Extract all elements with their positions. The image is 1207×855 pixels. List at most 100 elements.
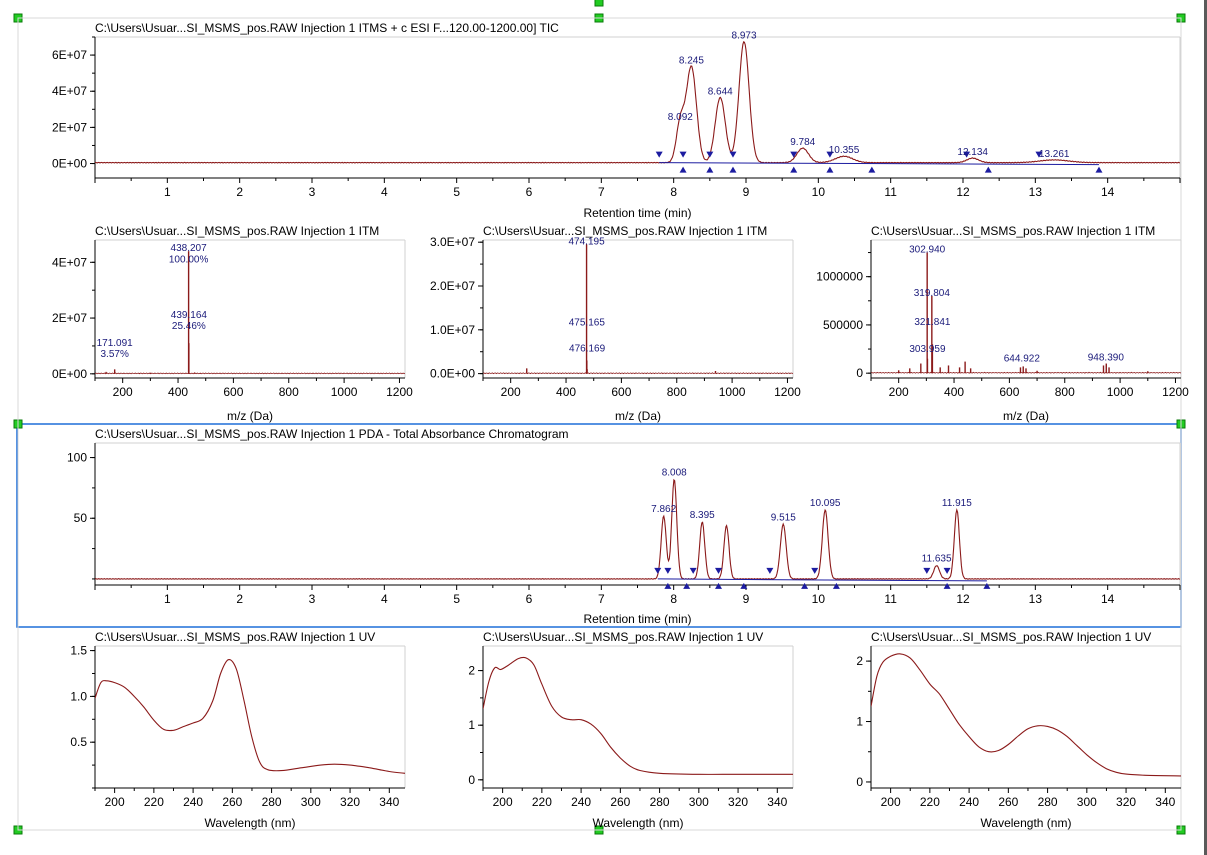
x-tick-label: 11 (884, 185, 897, 199)
x-tick-label: 800 (279, 385, 299, 399)
peak-label: 8.973 (732, 30, 757, 41)
peak-label: 9.515 (771, 512, 796, 523)
mz-label: 319.804 (914, 288, 951, 299)
x-tick-label: 600 (223, 385, 243, 399)
y-tick-label: 1 (468, 718, 475, 732)
chart-title: C:\Users\Usuar...SI_MSMS_pos.RAW Injecti… (871, 630, 1151, 644)
plot-area (871, 653, 1181, 777)
peak-label: 8.092 (668, 112, 693, 123)
x-tick-label: 1200 (386, 385, 413, 399)
x-tick-label: 14 (1101, 592, 1115, 606)
x-tick-label: 280 (650, 795, 670, 809)
x-tick-label: 200 (501, 385, 521, 399)
x-tick-label: 600 (611, 385, 631, 399)
x-tick-label: 5 (453, 185, 460, 199)
chart-title: C:\Users\Usuar...SI_MSMS_pos.RAW Injecti… (95, 427, 569, 441)
peak-end-marker (983, 582, 991, 589)
x-tick-label: 200 (889, 385, 909, 399)
peak-end-marker (729, 166, 737, 173)
peak-label: 8.245 (679, 56, 704, 67)
peak-end-marker (790, 166, 798, 173)
x-tick-label: 10 (812, 185, 826, 199)
ms2-chart: C:\Users\Usuar...SI_MSMS_pos.RAW Injecti… (430, 224, 801, 423)
x-tick-label: 260 (998, 795, 1018, 809)
x-tick-label: 6 (526, 185, 533, 199)
y-tick-label: 0 (468, 773, 475, 787)
x-tick-label: 340 (1155, 795, 1175, 809)
chart-title: C:\Users\Usuar...SI_MSMS_pos.RAW Injecti… (483, 224, 767, 238)
peak-end-marker (740, 582, 748, 589)
uv-spectrum-line (483, 656, 793, 775)
x-tick-label: 8 (670, 592, 677, 606)
plot-area (483, 656, 793, 775)
x-tick-label: 1000 (719, 385, 746, 399)
peak-end-marker (1095, 166, 1103, 173)
x-tick-label: 320 (1116, 795, 1136, 809)
x-axis-label: Retention time (min) (583, 612, 691, 626)
peak-label: 11.635 (922, 554, 952, 565)
x-axis-label: Wavelength (nm) (205, 816, 296, 830)
peak-end-marker (664, 582, 672, 589)
x-tick-label: 1000 (331, 385, 358, 399)
y-tick-label: 0E+00 (52, 157, 87, 171)
x-tick-label: 2 (236, 185, 243, 199)
x-tick-label: 320 (340, 795, 360, 809)
resize-handle[interactable] (594, 0, 604, 7)
y-tick-label: 0.5 (70, 735, 87, 749)
x-tick-label: 300 (301, 795, 321, 809)
mz-label: 302.940 (909, 245, 946, 256)
y-tick-label: 0.0E+00 (430, 367, 475, 381)
x-axis-label: m/z (Da) (615, 409, 661, 423)
x-tick-label: 1 (164, 185, 171, 199)
chart-title: C:\Users\Usuar...SI_MSMS_pos.RAW Injecti… (95, 21, 559, 35)
y-tick-label: 6E+07 (52, 48, 87, 62)
mz-label: 438.207 (171, 243, 208, 254)
x-tick-label: 7 (598, 592, 605, 606)
mz-label: 476.169 (569, 344, 606, 355)
x-tick-label: 340 (379, 795, 399, 809)
x-axis-label: m/z (Da) (227, 409, 273, 423)
x-tick-label: 4 (381, 592, 388, 606)
x-tick-label: 1200 (774, 385, 801, 399)
x-tick-label: 400 (944, 385, 964, 399)
chart-title: C:\Users\Usuar...SI_MSMS_pos.RAW Injecti… (95, 224, 379, 238)
mz-label: 171.091 (97, 338, 134, 349)
peak-start-marker (655, 151, 663, 158)
x-tick-label: 13 (1029, 592, 1043, 606)
x-tick-label: 7 (598, 185, 605, 199)
peak-end-marker (679, 166, 687, 173)
y-tick-label: 50 (74, 511, 88, 525)
peak-start-marker (923, 567, 931, 574)
peak-label: 11.915 (942, 498, 972, 509)
uv2-chart: C:\Users\Usuar...SI_MSMS_pos.RAW Injecti… (468, 630, 794, 830)
peak-label: 9.784 (790, 137, 815, 148)
x-tick-label: 400 (168, 385, 188, 399)
y-tick-label: 2E+07 (52, 311, 87, 325)
x-tick-label: 280 (262, 795, 282, 809)
peak-label: 8.644 (708, 86, 733, 97)
x-tick-label: 1 (164, 592, 171, 606)
plot-area (95, 478, 1180, 582)
spectrum-noise (483, 372, 793, 375)
x-tick-label: 800 (1055, 385, 1075, 399)
mz-label: 439.164 (171, 310, 208, 321)
peak-label: 13.261 (1039, 149, 1070, 160)
x-tick-label: 5 (453, 592, 460, 606)
peak-start-marker (679, 151, 687, 158)
x-tick-label: 320 (728, 795, 748, 809)
y-tick-label: 1 (856, 715, 863, 729)
integration-baseline (657, 578, 987, 582)
chart-title: C:\Users\Usuar...SI_MSMS_pos.RAW Injecti… (95, 630, 375, 644)
peak-start-marker (790, 151, 798, 158)
x-tick-label: 200 (113, 385, 133, 399)
x-axis-label: Wavelength (nm) (593, 816, 684, 830)
peak-end-marker (832, 582, 840, 589)
mz-label: 475.165 (569, 317, 606, 328)
mz-label: 644.922 (1004, 354, 1041, 365)
ms1-chart: C:\Users\Usuar...SI_MSMS_pos.RAW Injecti… (52, 224, 413, 423)
x-tick-label: 400 (556, 385, 576, 399)
y-tick-label: 0 (856, 366, 863, 380)
peak-start-marker (963, 151, 971, 158)
peak-label: 7.862 (651, 504, 676, 515)
y-tick-label: 500000 (823, 318, 863, 332)
